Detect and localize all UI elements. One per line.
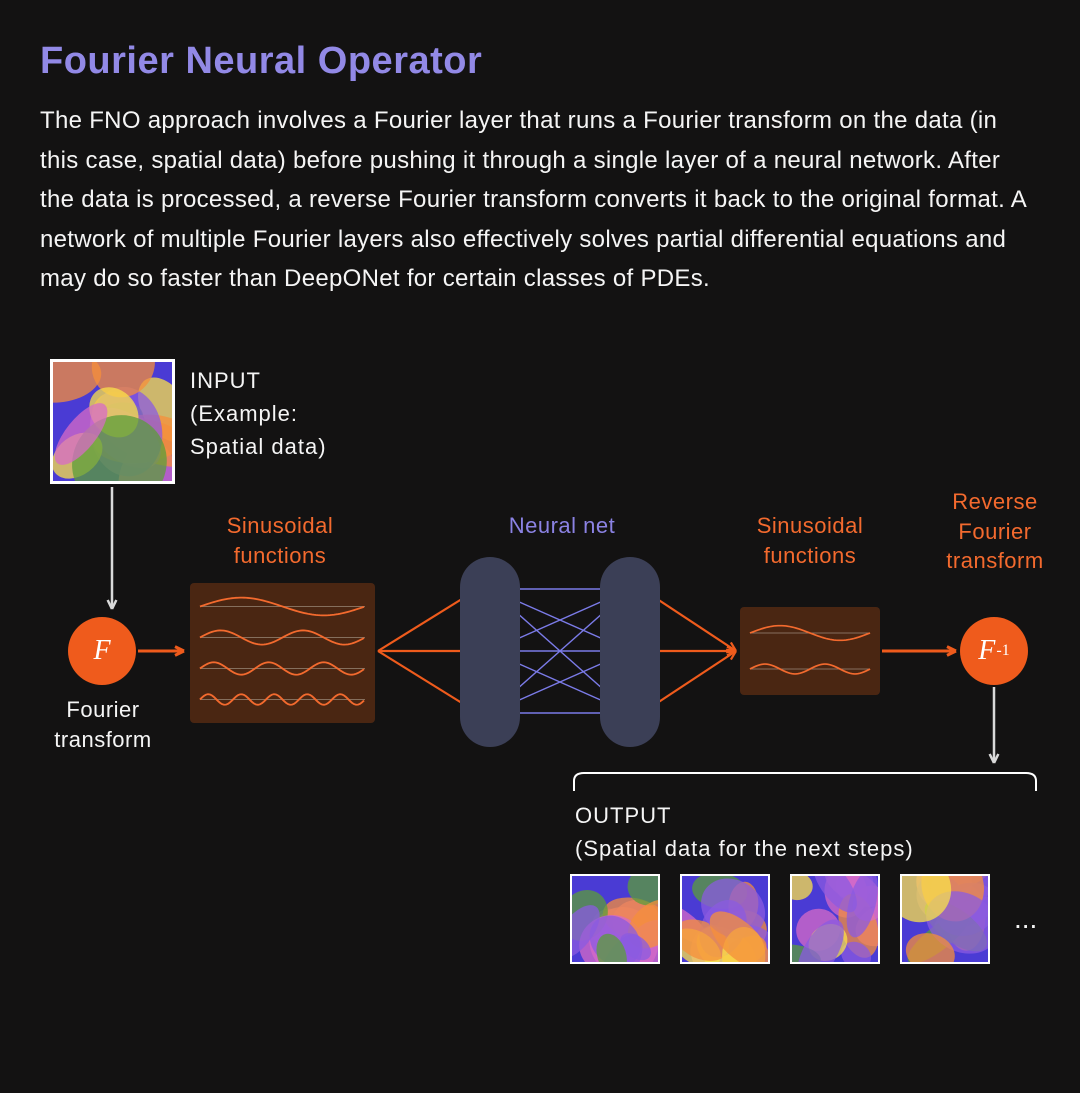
output-label-line1: OUTPUT [575, 803, 671, 828]
output-heatmap-thumb [790, 874, 880, 964]
output-heatmap-thumb [570, 874, 660, 964]
ellipsis: ... [1014, 903, 1037, 935]
nn-layer-2-pill [600, 557, 660, 747]
nn-layer-1-pill [460, 557, 520, 747]
fno-diagram: INPUT (Example: Spatial data) F Fourier … [40, 359, 1040, 979]
description-text: The FNO approach involves a Fourier laye… [40, 101, 1040, 299]
sinusoidal-label-right: Sinusoidal functions [725, 511, 895, 570]
sinusoid-box-right [740, 607, 880, 695]
output-heatmap-thumb [680, 874, 770, 964]
output-label: OUTPUT (Spatial data for the next steps) [575, 799, 914, 865]
reverse-fourier-label: Reverse Fourier transform [930, 487, 1060, 576]
fourier-symbol: F [93, 635, 110, 667]
sinusoid-box-left [190, 583, 375, 723]
output-thumb-row: ... [570, 874, 1037, 964]
output-label-line2: (Spatial data for the next steps) [575, 836, 914, 861]
input-heatmap-thumb [50, 359, 175, 484]
page-title: Fourier Neural Operator [40, 40, 1040, 83]
input-label: INPUT (Example: Spatial data) [190, 364, 327, 463]
input-label-line3: Spatial data) [190, 434, 327, 459]
fourier-transform-label: Fourier transform [40, 695, 166, 754]
input-label-line1: INPUT [190, 368, 261, 393]
inverse-fourier-symbol: F [978, 635, 995, 667]
inverse-fourier-sup: -1 [996, 642, 1009, 660]
output-heatmap-thumb [900, 874, 990, 964]
sinusoidal-label-left: Sinusoidal functions [195, 511, 365, 570]
output-bracket-icon [570, 769, 1040, 793]
inverse-fourier-node: F-1 [960, 617, 1028, 685]
neural-net-label: Neural net [472, 511, 652, 541]
input-label-line2: (Example: [190, 401, 298, 426]
fourier-transform-node: F [68, 617, 136, 685]
